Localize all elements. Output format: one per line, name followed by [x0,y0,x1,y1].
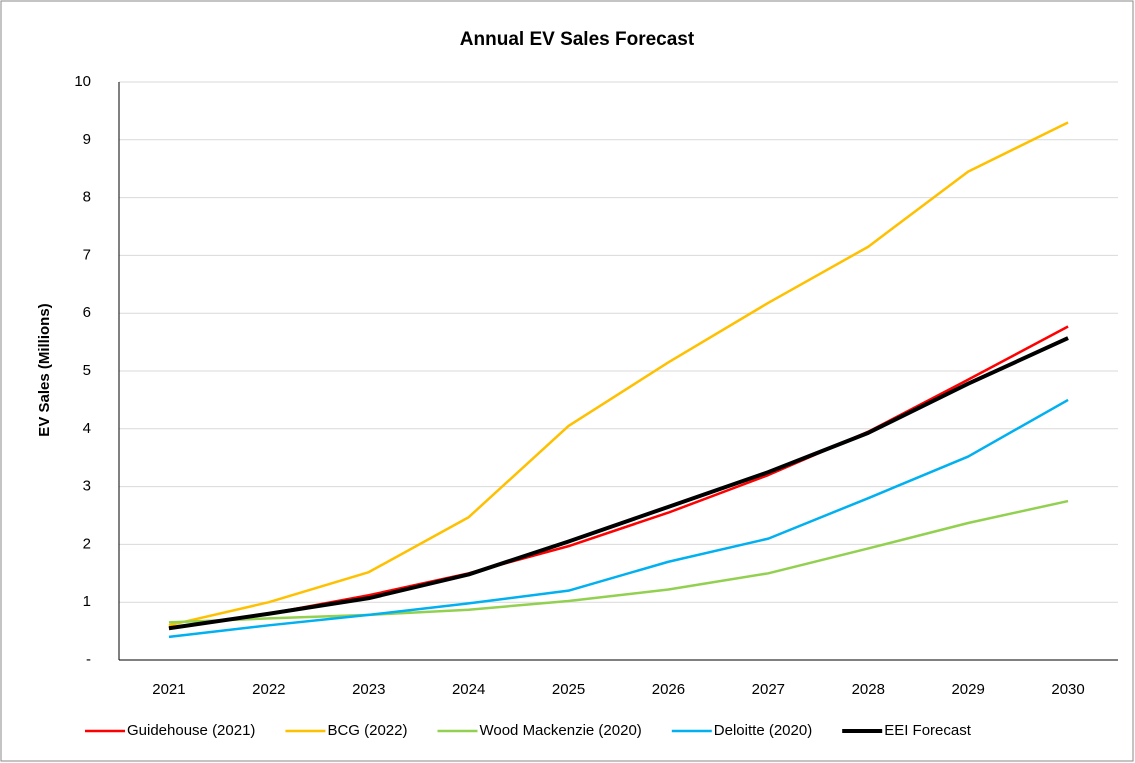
y-tick-label: 1 [83,593,91,610]
y-axis-label: EV Sales (Millions) [36,303,53,436]
y-tick-label: 7 [83,246,91,263]
series-line [168,336,1069,631]
y-tick-label: 8 [83,189,91,206]
y-tick-label: 9 [83,131,91,148]
y-tick-label: 2 [83,535,91,552]
x-tick-label: 2028 [852,681,885,698]
y-tick-label: - [86,651,91,668]
chart-title: Annual EV Sales Forecast [460,29,695,50]
legend-label: Deloitte (2020) [714,722,812,739]
legend-label: BCG (2022) [327,722,407,739]
series-line [168,398,1069,639]
y-tick-label: 4 [83,420,91,437]
legend-label: EEI Forecast [884,722,972,739]
x-tick-label: 2029 [951,681,984,698]
x-tick-label: 2021 [152,681,185,698]
series-line [168,499,1069,624]
y-tick-label: 5 [83,362,91,379]
x-tick-label: 2025 [552,681,585,698]
x-tick-label: 2022 [252,681,285,698]
legend-label: Guidehouse (2021) [127,722,255,739]
x-tick-label: 2030 [1051,681,1084,698]
series-line [168,121,1069,627]
x-tick-label: 2023 [352,681,385,698]
legend-label: Wood Mackenzie (2020) [479,722,641,739]
x-tick-label: 2027 [752,681,785,698]
y-tick-label: 3 [83,478,91,495]
y-tick-label: 6 [83,304,91,321]
y-tick-label: 10 [74,73,91,90]
x-tick-label: 2024 [452,681,485,698]
x-tick-label: 2026 [652,681,685,698]
